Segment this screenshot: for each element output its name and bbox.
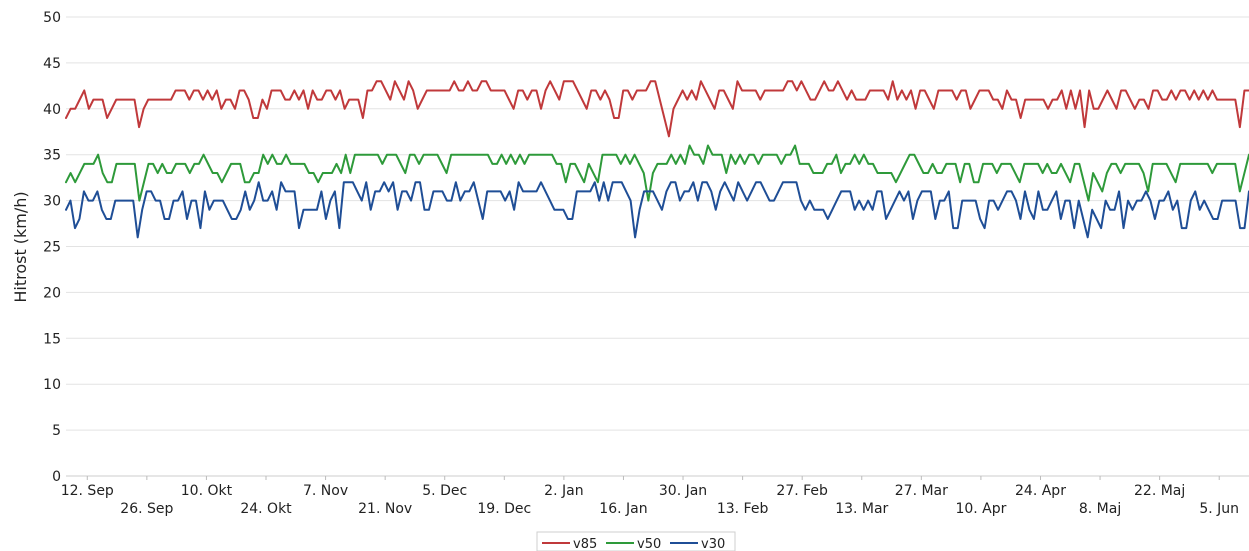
x-tick-label: 12. Sep — [61, 483, 114, 499]
x-tick-label: 5. Jun — [1199, 501, 1239, 517]
y-tick-label: 5 — [52, 423, 61, 439]
x-tick-label: 24. Apr — [1015, 483, 1066, 499]
legend-label: v30 — [701, 537, 725, 551]
legend-item-v50[interactable]: v50 — [606, 537, 661, 551]
x-tick-label: 10. Okt — [181, 483, 233, 499]
x-tick-label: 2. Jan — [544, 483, 583, 499]
y-axis-label: Hitrost (km/h) — [11, 191, 30, 302]
legend-item-v30[interactable]: v30 — [670, 537, 725, 551]
x-tick-label: 26. Sep — [120, 501, 173, 517]
y-tick-label: 0 — [52, 469, 61, 485]
x-tick-label: 10. Apr — [955, 501, 1006, 517]
series-lines — [65, 80, 1249, 239]
y-tick-label: 15 — [43, 331, 61, 347]
grid-lines — [66, 16, 1249, 431]
y-tick-label: 20 — [43, 285, 61, 301]
series-line-v50 — [65, 144, 1249, 202]
x-tick-label: 27. Mar — [895, 483, 948, 499]
legend-items: v85 v50 v30 — [542, 537, 725, 551]
y-tick-label: 50 — [43, 10, 61, 26]
x-tick-label: 27. Feb — [776, 483, 828, 499]
x-tick-label: 21. Nov — [358, 501, 412, 517]
y-tick-label: 45 — [43, 56, 61, 72]
y-tick-label: 30 — [43, 194, 61, 210]
x-tick-label: 30. Jan — [659, 483, 707, 499]
legend-label: v50 — [637, 537, 661, 551]
series-line-v85 — [65, 80, 1249, 138]
y-axis-ticks: 0 5 10 15 20 25 30 35 40 45 50 — [43, 10, 61, 485]
x-tick-label: 22. Maj — [1134, 483, 1185, 499]
x-axis-ticks: 12. Sep 26. Sep 10. Okt 24. Okt 7. Nov 21. No… — [61, 476, 1239, 517]
x-tick-label: 24. Okt — [240, 501, 292, 517]
y-tick-label: 40 — [43, 102, 61, 118]
legend-item-v85[interactable]: v85 — [542, 537, 597, 551]
x-tick-label: 5. Dec — [422, 483, 467, 499]
legend-box — [536, 531, 736, 551]
x-tick-label: 19. Dec — [477, 501, 531, 517]
x-tick-label: 16. Jan — [599, 501, 647, 517]
x-tick-label: 13. Feb — [717, 501, 769, 517]
x-tick-label: 7. Nov — [303, 483, 348, 499]
y-tick-label: 25 — [43, 240, 61, 256]
legend-label: v85 — [573, 537, 597, 551]
x-tick-label: 8. Maj — [1079, 501, 1121, 517]
series-line-v30 — [65, 181, 1249, 239]
x-tick-label: 13. Mar — [835, 501, 888, 517]
y-tick-label: 10 — [43, 377, 61, 393]
legend[interactable]: v85 v50 v30 — [536, 531, 736, 551]
y-tick-label: 35 — [43, 148, 61, 164]
